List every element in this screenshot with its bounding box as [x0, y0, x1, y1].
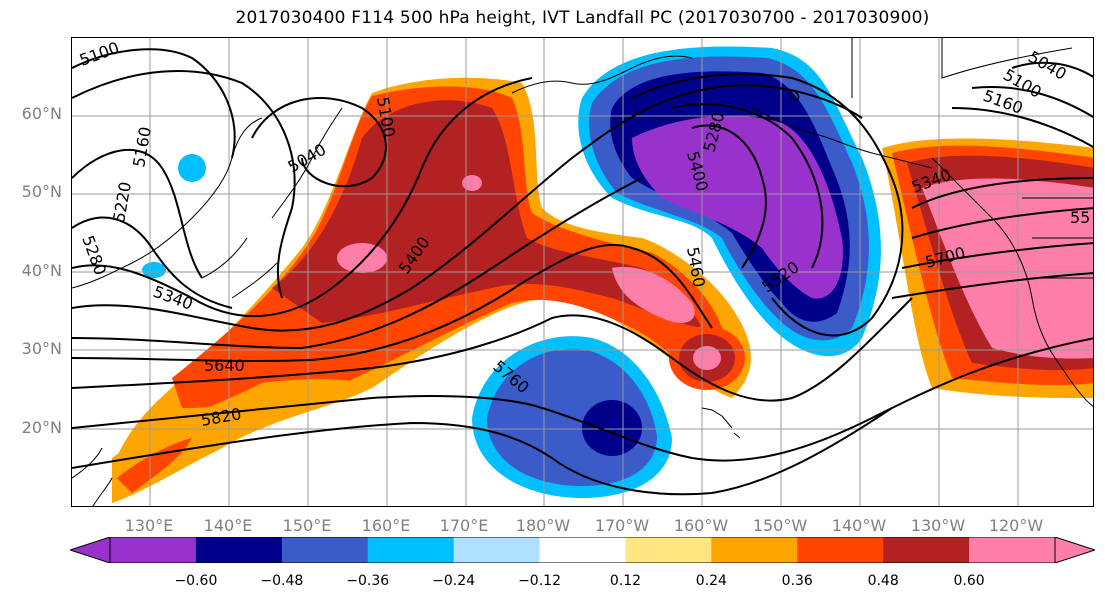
coastlines: [72, 38, 1093, 506]
colorbar-tick-label: −0.48: [260, 573, 304, 589]
colorbar: [68, 536, 1097, 564]
colorbar-tick-label: 0.24: [695, 573, 727, 589]
map-plot: 5100 5160 5220 5280 5040 5100 5340 5400 …: [72, 38, 1093, 506]
colorbar-svg: [68, 536, 1097, 564]
colorbar-cell: [453, 537, 541, 563]
contour-label: 5640: [204, 356, 245, 375]
lon-label: 140°E: [203, 516, 253, 535]
negative-ivt-shading: [142, 46, 881, 498]
lon-label: 170°W: [594, 516, 650, 535]
lon-label: 130°E: [124, 516, 174, 535]
colorbar-tick-label: −0.60: [174, 573, 218, 589]
lon-label: 140°W: [831, 516, 887, 535]
colorbar-cell: [110, 537, 197, 563]
contour-label: 5160: [129, 125, 155, 168]
lon-label: 130°W: [910, 516, 966, 535]
colorbar-tick-label: 0.12: [609, 573, 642, 589]
colorbar-tick-label: −0.12: [518, 573, 561, 589]
lon-label: 120°W: [988, 516, 1044, 535]
colorbar-cell: [367, 537, 455, 563]
colorbar-tick-label: 0.60: [953, 573, 985, 589]
lon-label: 150°E: [282, 516, 332, 535]
colorbar-tick-label: 0.36: [781, 573, 813, 589]
contour-label: 5280: [78, 233, 110, 278]
lat-label-30n: 30°N: [21, 339, 62, 358]
colorbar-cell: [797, 537, 884, 563]
map-panel: 5100 5160 5220 5280 5040 5100 5340 5400 …: [71, 37, 1094, 507]
lon-label: 160°W: [673, 516, 729, 535]
colorbar-cell: [281, 537, 369, 563]
colorbar-cell: [539, 537, 626, 563]
colorbar-cell: [625, 537, 712, 563]
lat-label-50n: 50°N: [21, 182, 62, 201]
colorbar-tick-label: 0.48: [867, 573, 899, 589]
graticule: [72, 38, 1093, 506]
colorbar-cell: [969, 537, 1056, 563]
colorbar-cell: [195, 537, 283, 563]
lon-label: 180°W: [515, 516, 571, 535]
lon-label: 150°W: [752, 516, 808, 535]
lon-label: 170°E: [439, 516, 489, 535]
contour-label: 5100: [77, 38, 122, 70]
lat-label-40n: 40°N: [21, 261, 62, 280]
colorbar-cell: [883, 537, 970, 563]
colorbar-min-extension: [68, 536, 111, 564]
map-title: 2017030400 F114 500 hPa height, IVT Land…: [235, 8, 930, 28]
colorbar-cell: [711, 537, 798, 563]
colorbar-tick-label: −0.36: [346, 573, 390, 589]
lat-label-20n: 20°N: [21, 418, 62, 437]
contour-label: 5220: [109, 180, 135, 223]
height-contours: [72, 48, 1093, 496]
lon-label: 160°E: [361, 516, 411, 535]
colorbar-tick-label: −0.24: [432, 573, 476, 589]
lat-label-60n: 60°N: [21, 104, 62, 123]
contour-label: 55: [1070, 208, 1090, 227]
colorbar-max-extension: [1054, 536, 1097, 564]
